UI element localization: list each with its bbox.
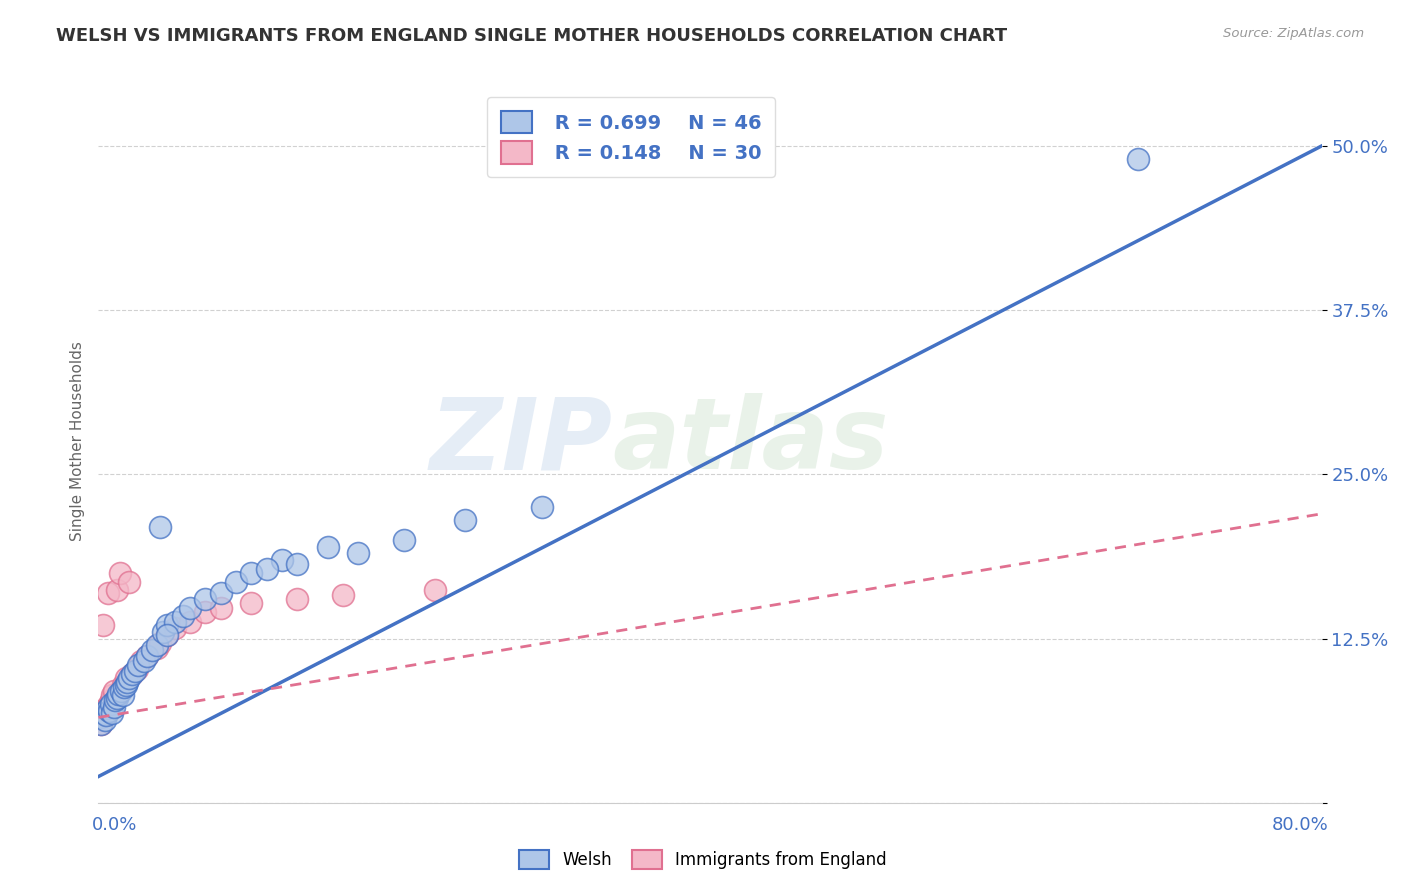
Point — [145, 640, 167, 655]
Point — [104, 693, 127, 707]
Point — [136, 648, 159, 663]
Point — [110, 684, 132, 698]
Point — [240, 596, 263, 610]
Point — [152, 625, 174, 640]
Point — [121, 667, 143, 681]
Point — [118, 575, 141, 590]
Point — [91, 618, 114, 632]
Point — [98, 704, 121, 718]
Point — [89, 710, 111, 724]
Point — [115, 677, 138, 691]
Point — [107, 687, 129, 701]
Point — [94, 707, 117, 722]
Point — [194, 605, 217, 619]
Text: 80.0%: 80.0% — [1272, 816, 1329, 834]
Point — [112, 680, 135, 694]
Point — [100, 698, 122, 712]
Point — [98, 698, 121, 712]
Point — [163, 621, 186, 635]
Point — [124, 665, 146, 679]
Point — [145, 638, 167, 652]
Point — [108, 566, 131, 580]
Point — [149, 635, 172, 649]
Point — [179, 601, 201, 615]
Text: WELSH VS IMMIGRANTS FROM ENGLAND SINGLE MOTHER HOUSEHOLDS CORRELATION CHART: WELSH VS IMMIGRANTS FROM ENGLAND SINGLE … — [56, 27, 1007, 45]
Point — [209, 585, 232, 599]
Point — [156, 618, 179, 632]
Point — [347, 546, 370, 560]
Point — [111, 677, 134, 691]
Legend: Welsh, Immigrants from England: Welsh, Immigrants from England — [509, 840, 897, 880]
Point — [141, 643, 163, 657]
Point — [316, 540, 339, 554]
Point — [115, 671, 138, 685]
Point — [94, 701, 117, 715]
Text: Source: ZipAtlas.com: Source: ZipAtlas.com — [1223, 27, 1364, 40]
Point — [93, 706, 115, 721]
Point — [270, 553, 292, 567]
Point — [240, 566, 263, 580]
Point — [93, 713, 115, 727]
Point — [101, 688, 124, 702]
Point — [134, 654, 156, 668]
Point — [117, 675, 139, 690]
Point — [285, 592, 308, 607]
Point — [101, 706, 124, 721]
Point — [1128, 152, 1150, 166]
Point — [118, 671, 141, 685]
Point — [163, 615, 186, 629]
Point — [530, 500, 553, 515]
Point — [105, 690, 128, 705]
Point — [97, 585, 120, 599]
Point — [103, 684, 125, 698]
Point — [97, 701, 120, 715]
Legend:  R = 0.699    N = 46,  R = 0.148    N = 30: R = 0.699 N = 46, R = 0.148 N = 30 — [488, 97, 775, 178]
Point — [194, 592, 217, 607]
Y-axis label: Single Mother Households: Single Mother Households — [69, 342, 84, 541]
Point — [209, 601, 232, 615]
Point — [125, 662, 148, 676]
Point — [392, 533, 416, 547]
Point — [156, 627, 179, 641]
Point — [105, 582, 128, 597]
Point — [90, 717, 112, 731]
Point — [332, 588, 354, 602]
Point — [90, 717, 112, 731]
Point — [91, 706, 114, 721]
Point — [454, 513, 477, 527]
Point — [111, 688, 134, 702]
Point — [225, 575, 247, 590]
Text: atlas: atlas — [612, 393, 889, 490]
Point — [136, 648, 159, 663]
Point — [103, 699, 125, 714]
Point — [149, 520, 172, 534]
Text: ZIP: ZIP — [429, 393, 612, 490]
Point — [256, 562, 278, 576]
Text: 0.0%: 0.0% — [91, 816, 136, 834]
Point — [100, 693, 122, 707]
Point — [179, 615, 201, 629]
Point — [285, 557, 308, 571]
Point — [127, 657, 149, 672]
Point — [129, 654, 152, 668]
Point — [423, 582, 446, 597]
Point — [89, 710, 111, 724]
Point — [172, 609, 194, 624]
Point — [121, 667, 143, 681]
Point — [156, 627, 179, 641]
